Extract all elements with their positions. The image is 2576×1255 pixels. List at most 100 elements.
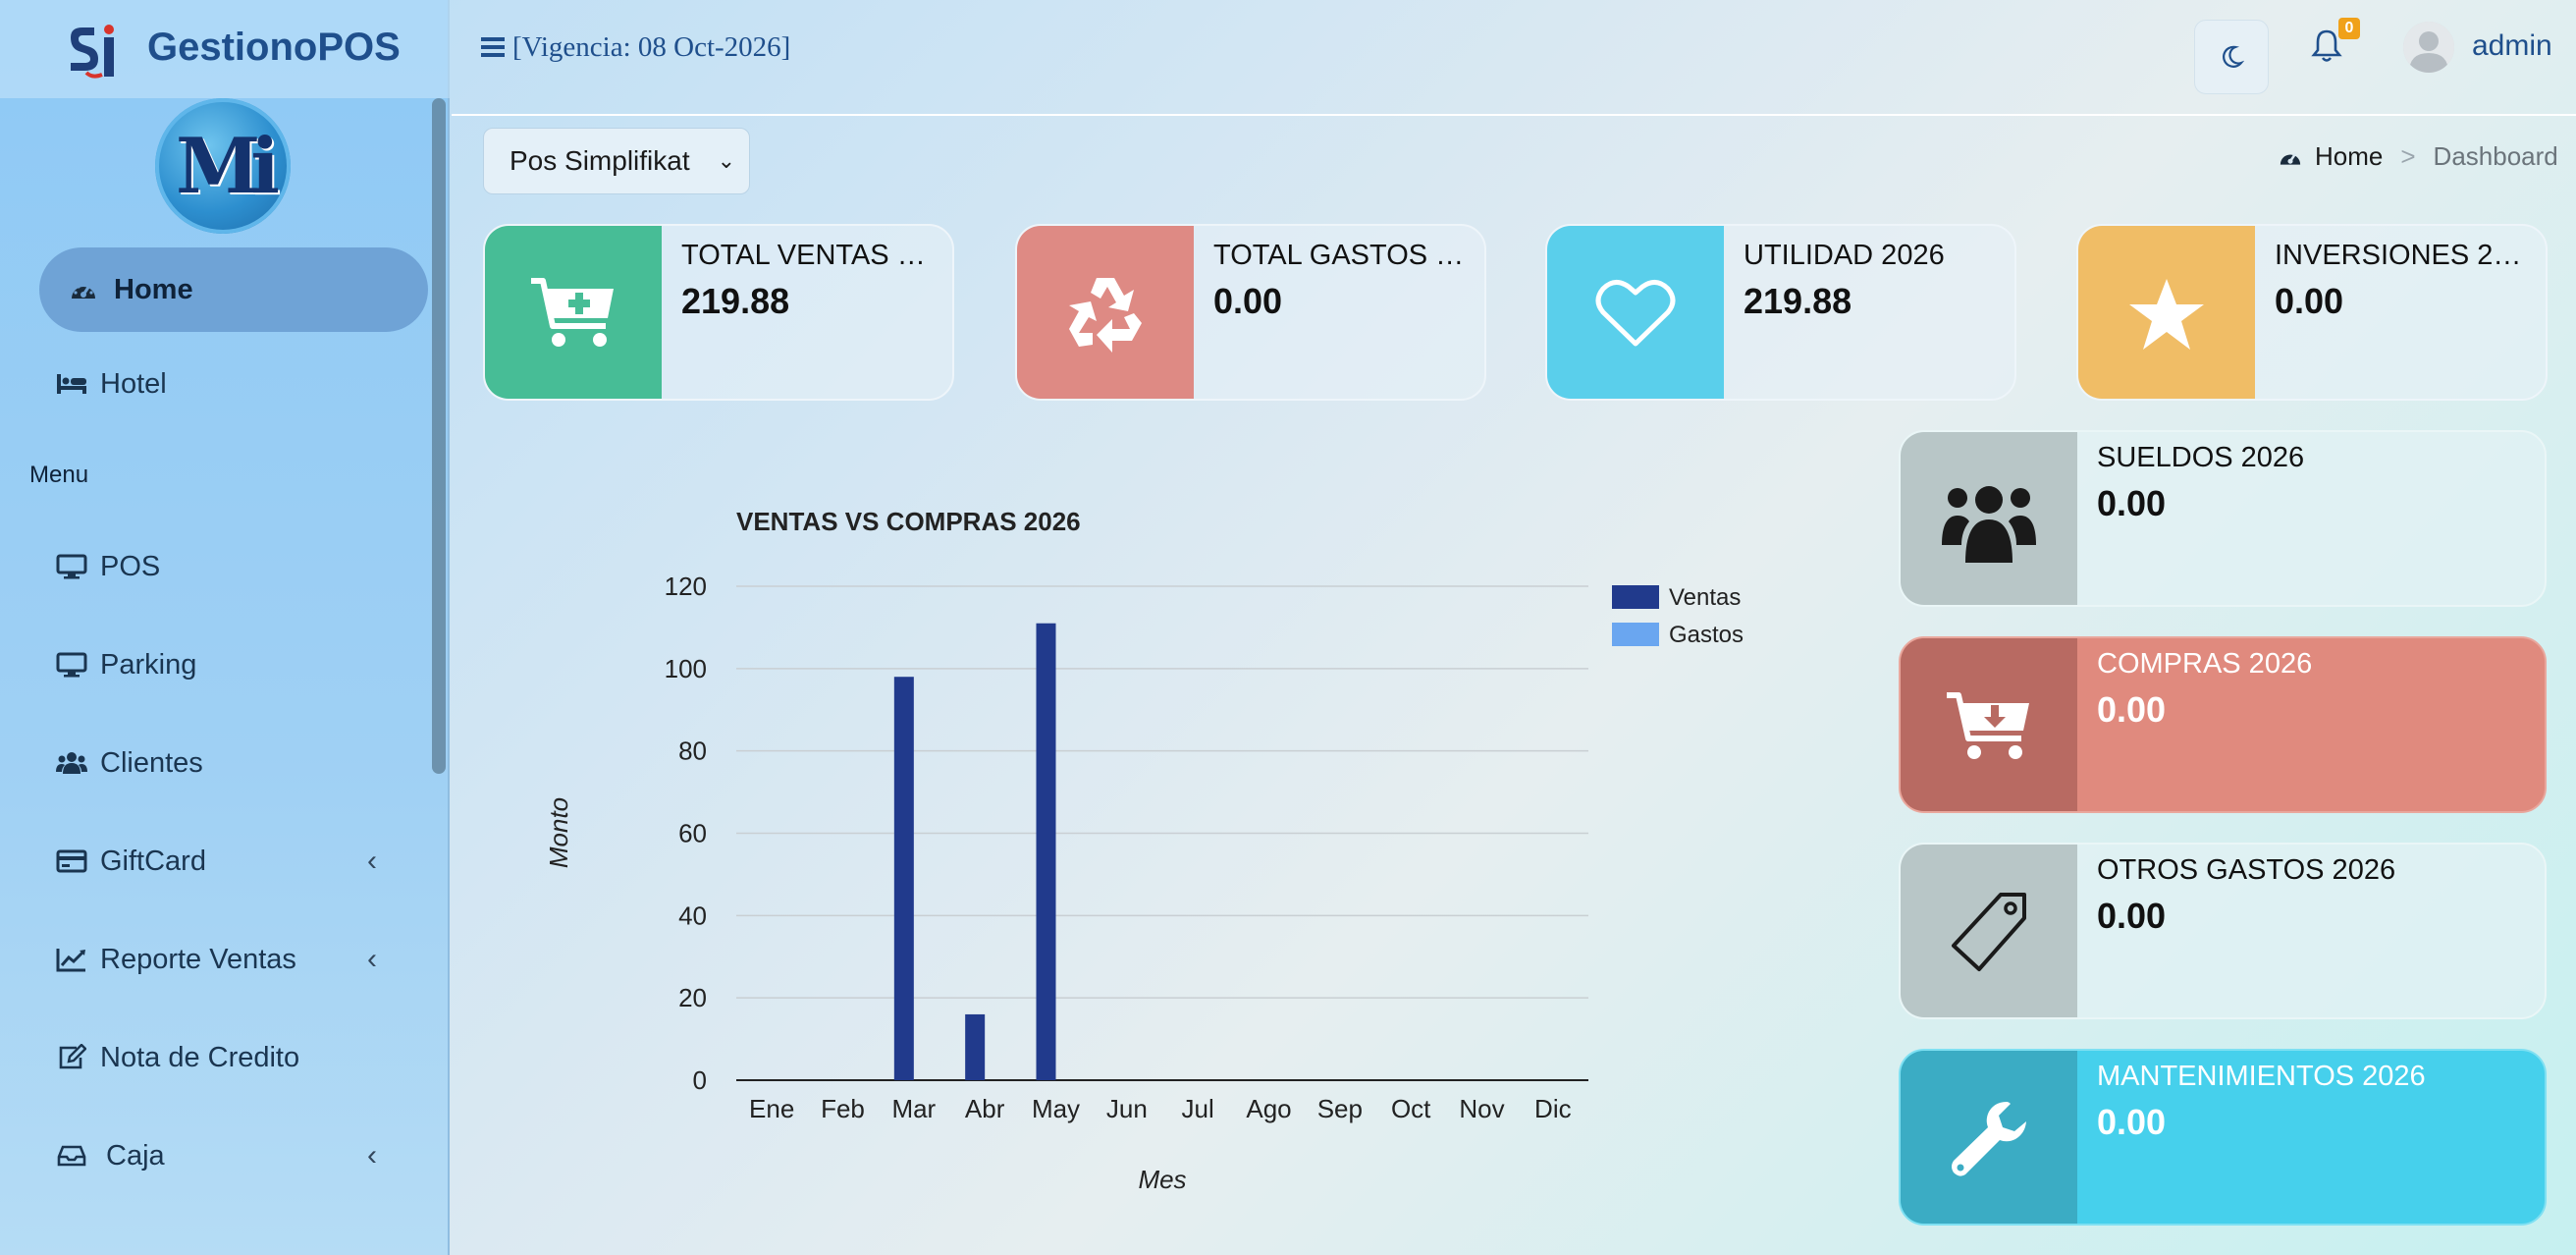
sidebar-item-hotel[interactable]: Hotel [39,342,428,426]
sidebar-item-label: Hotel [100,367,167,400]
users-icon [55,748,88,778]
sidebar-item-giftcard[interactable]: GiftCard ‹ [39,819,428,903]
tag-icon [1952,893,2026,971]
chart-x-tick-label: Feb [821,1094,865,1123]
chart-x-tick-label: Mar [891,1094,936,1123]
brand-name: GestionoPOS [147,26,401,69]
chart-y-tick-label: 60 [678,819,707,848]
sidebar-item-pos[interactable]: POS [39,524,428,609]
stat-value: 0.00 [2275,281,2344,321]
chart-y-tick-label: 100 [665,654,707,683]
chart-x-tick-label: Jun [1106,1094,1148,1123]
dashboard-icon [67,275,100,304]
users-icon [1942,486,2036,563]
stat-icon-box [1017,226,1194,399]
card-compras: COMPRAS 2026 0.00 [1899,636,2547,813]
stat-label: UTILIDAD 2026 [1744,240,1945,271]
sidebar-item-label: Parking [100,648,197,681]
moon-icon [2223,45,2244,68]
recycle-icon [1069,278,1142,353]
card-value: 0.00 [2097,896,2167,936]
chart-y-tick-label: 120 [665,572,707,601]
sidebar-item-clientes[interactable]: Clientes [39,721,428,805]
company-logo: Mi [155,98,291,234]
pos-select-value: Pos Simplifikat [510,145,690,176]
chart-x-tick-label: Ago [1246,1094,1291,1123]
stat-label: TOTAL GASTOS 2026 [1213,240,1471,271]
breadcrumb: Home > Dashboard [2278,141,2558,172]
avatar[interactable] [2403,22,2454,73]
chart-legend-label[interactable]: Gastos [1669,622,1744,648]
chevron-down-icon: ⌄ [717,148,735,173]
stat-card-utilidad: UTILIDAD 2026 219.88 [1545,224,2016,401]
theme-toggle-button[interactable] [2194,20,2269,94]
company-logo-text: Mi [176,121,280,211]
sidebar-item-label: Clientes [100,746,203,779]
line-chart-icon [55,945,88,974]
card-icon-box [1901,845,2077,1017]
chart-x-tick-label: Dic [1534,1094,1572,1123]
breadcrumb-current: Dashboard [2433,141,2558,171]
dashboard-icon [2280,152,2301,165]
card-value: 0.00 [2097,1102,2167,1142]
chart-legend-swatch[interactable] [1612,585,1659,609]
sidebar-section-label: Menu [29,462,89,488]
chart-x-tick-label: Sep [1317,1094,1363,1123]
sidebar-scrollbar[interactable] [432,98,446,774]
card-icon-box [1901,432,2077,605]
brand-logo-icon [71,25,114,79]
pos-select[interactable]: Pos Simplifikat ⌄ [483,128,750,194]
star-icon [2129,279,2204,350]
chart-y-tick-label: 40 [678,900,707,930]
chart-bar-ventas-abr[interactable] [965,1013,986,1080]
sidebar-item-caja[interactable]: Caja ‹ [39,1114,428,1198]
sidebar-item-reporte-ventas[interactable]: Reporte Ventas ‹ [39,917,428,1002]
chart-bar-ventas-mar[interactable] [893,677,914,1080]
sidebar-item-home[interactable]: Home [39,247,428,332]
sidebar-item-label: POS [100,550,161,582]
hamburger-menu-icon[interactable] [481,35,507,59]
chart-x-tick-label: May [1032,1094,1080,1123]
chart-title: VENTAS VS COMPRAS 2026 [736,507,1081,536]
chevron-left-icon[interactable]: ‹ [367,845,377,877]
user-name[interactable]: admin [2472,29,2552,62]
chart-x-tick-label: Jul [1182,1094,1214,1123]
sidebar-item-label: Nota de Credito [100,1041,300,1073]
sidebar-item-nota-credito[interactable]: Nota de Credito [39,1015,428,1100]
card-value: 0.00 [2097,689,2167,730]
breadcrumb-separator: > [2400,141,2416,171]
credit-card-icon [55,846,88,876]
inbox-icon [55,1141,88,1171]
card-label: MANTENIMIENTOS 2026 [2097,1061,2426,1092]
chart-legend-label[interactable]: Ventas [1669,584,1741,611]
bell-icon[interactable] [2307,26,2346,65]
stat-icon-box [1547,226,1724,399]
cart-plus-icon [531,278,614,347]
sidebar-item-parking[interactable]: Parking [39,623,428,707]
chevron-left-icon[interactable]: ‹ [367,943,377,975]
stat-label: INVERSIONES 2026 [2275,240,2532,271]
breadcrumb-home[interactable]: Home [2315,141,2384,171]
card-label: SUELDOS 2026 [2097,442,2305,473]
chart-x-tick-label: Ene [749,1094,794,1123]
chart-x-tick-label: Oct [1391,1094,1431,1123]
chart-y-axis-title: Monto [550,797,573,868]
chevron-left-icon[interactable]: ‹ [367,1139,377,1172]
card-icon-box [1901,1051,2077,1224]
sidebar: GestionoPOS Mi Home Hotel Menu POS Parki… [0,0,450,1255]
notification-badge: 0 [2338,18,2360,39]
chart-y-tick-label: 0 [693,1065,707,1095]
chart-legend-swatch[interactable] [1612,623,1659,646]
heart-icon [1595,280,1676,347]
chart-bar-ventas-may[interactable] [1036,623,1056,1080]
stat-value: 219.88 [681,281,790,321]
sales-chart: VENTAS VS COMPRAS 2026 Ene Feb Mar Abr May Ju… [544,501,1787,1228]
stat-card-total-gastos: TOTAL GASTOS 2026 0.00 [1015,224,1486,401]
stat-icon-box [485,226,662,399]
license-validity: [Vigencia: 08 Oct-2026] [512,31,791,63]
wrench-icon [1952,1102,2026,1176]
sidebar-item-label: Caja [106,1139,165,1172]
brand-header: GestionoPOS [0,0,450,98]
chart-svg: VENTAS VS COMPRAS 2026 Ene Feb Mar Abr May Ju… [544,507,1744,1194]
stat-icon-box [2078,226,2255,399]
